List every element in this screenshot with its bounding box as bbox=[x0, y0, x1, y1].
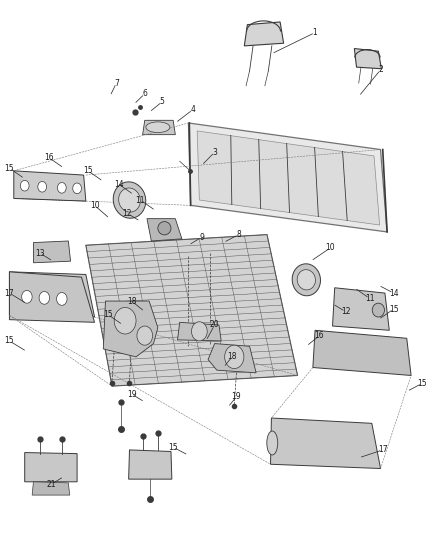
Polygon shape bbox=[332, 288, 389, 330]
Circle shape bbox=[20, 180, 29, 191]
Text: 19: 19 bbox=[127, 390, 137, 399]
Ellipse shape bbox=[146, 122, 170, 133]
Text: 6: 6 bbox=[142, 89, 147, 98]
Text: 11: 11 bbox=[136, 196, 145, 205]
Text: 16: 16 bbox=[44, 153, 53, 162]
Polygon shape bbox=[25, 453, 77, 482]
Text: 1: 1 bbox=[313, 28, 318, 37]
Text: 10: 10 bbox=[325, 244, 335, 253]
Ellipse shape bbox=[113, 182, 146, 218]
Ellipse shape bbox=[297, 270, 315, 290]
Polygon shape bbox=[208, 344, 256, 373]
Polygon shape bbox=[86, 235, 297, 386]
Text: 7: 7 bbox=[114, 78, 119, 87]
Text: 15: 15 bbox=[5, 164, 14, 173]
Text: 21: 21 bbox=[46, 480, 56, 489]
Text: 15: 15 bbox=[5, 336, 14, 345]
Ellipse shape bbox=[119, 188, 140, 212]
Text: 3: 3 bbox=[212, 148, 217, 157]
Text: 5: 5 bbox=[160, 97, 165, 106]
Circle shape bbox=[137, 326, 152, 345]
Circle shape bbox=[39, 292, 49, 304]
Polygon shape bbox=[10, 272, 95, 322]
Polygon shape bbox=[177, 322, 221, 341]
Circle shape bbox=[57, 182, 66, 193]
Text: 20: 20 bbox=[210, 320, 219, 329]
Text: 15: 15 bbox=[417, 379, 427, 388]
Circle shape bbox=[73, 183, 81, 193]
Text: 13: 13 bbox=[35, 249, 45, 258]
Text: 9: 9 bbox=[199, 233, 204, 242]
Polygon shape bbox=[129, 450, 172, 479]
Text: 12: 12 bbox=[123, 209, 132, 218]
Text: 4: 4 bbox=[191, 105, 195, 114]
Polygon shape bbox=[354, 49, 381, 69]
Polygon shape bbox=[244, 22, 284, 46]
Text: 15: 15 bbox=[168, 443, 178, 452]
Polygon shape bbox=[143, 120, 175, 135]
Polygon shape bbox=[33, 241, 71, 263]
Text: 11: 11 bbox=[365, 294, 374, 303]
Polygon shape bbox=[197, 131, 380, 225]
Text: 16: 16 bbox=[314, 331, 324, 340]
Polygon shape bbox=[14, 171, 86, 201]
Ellipse shape bbox=[292, 264, 321, 296]
Text: 8: 8 bbox=[236, 230, 241, 239]
Circle shape bbox=[114, 308, 136, 334]
Ellipse shape bbox=[158, 222, 171, 235]
Text: 15: 15 bbox=[389, 304, 399, 313]
Circle shape bbox=[225, 345, 244, 368]
Text: 2: 2 bbox=[378, 66, 383, 74]
Polygon shape bbox=[271, 418, 381, 469]
Text: 17: 17 bbox=[5, 288, 14, 297]
Circle shape bbox=[57, 293, 67, 305]
Text: 12: 12 bbox=[341, 307, 350, 316]
Circle shape bbox=[38, 181, 46, 192]
Ellipse shape bbox=[267, 431, 278, 455]
Polygon shape bbox=[103, 301, 158, 357]
Circle shape bbox=[21, 290, 32, 303]
Polygon shape bbox=[313, 330, 411, 375]
Text: 17: 17 bbox=[378, 446, 388, 455]
Polygon shape bbox=[32, 482, 70, 495]
Text: 14: 14 bbox=[389, 288, 399, 297]
Circle shape bbox=[191, 322, 207, 341]
Text: 18: 18 bbox=[227, 352, 237, 361]
Text: 15: 15 bbox=[83, 166, 93, 175]
Polygon shape bbox=[147, 219, 182, 241]
Polygon shape bbox=[10, 272, 95, 317]
Text: 19: 19 bbox=[232, 392, 241, 401]
Text: 15: 15 bbox=[103, 310, 113, 319]
Ellipse shape bbox=[372, 303, 385, 317]
Text: 10: 10 bbox=[90, 201, 99, 210]
Text: 18: 18 bbox=[127, 296, 136, 305]
Polygon shape bbox=[188, 123, 387, 232]
Text: 14: 14 bbox=[114, 180, 124, 189]
